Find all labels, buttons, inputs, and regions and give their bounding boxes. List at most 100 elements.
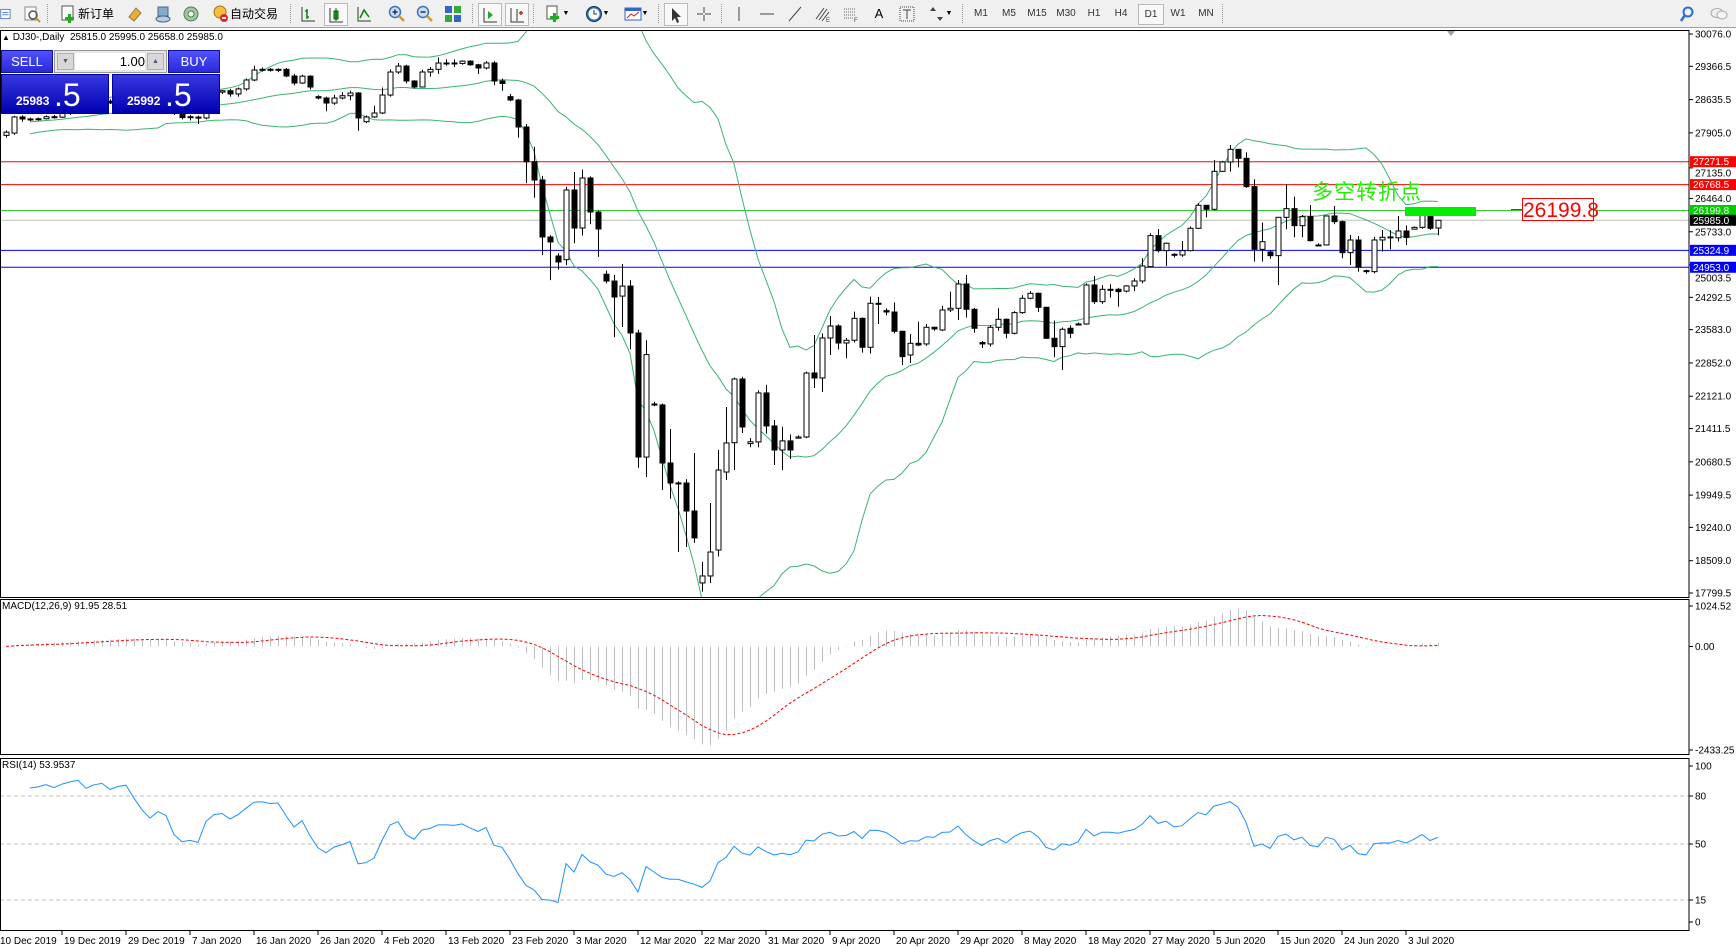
candle[interactable] [715,450,722,557]
candle[interactable] [619,263,626,327]
vertical-line-icon[interactable] [728,3,750,24]
timeframe-m5[interactable]: M5 [1002,8,1016,19]
candle[interactable] [35,117,42,121]
candle[interactable] [387,69,394,97]
candle[interactable] [467,60,474,66]
candle[interactable] [299,74,306,84]
sell-price-button[interactable]: 25983 .5 [1,74,109,114]
candle[interactable] [1339,220,1346,259]
candle[interactable] [1371,236,1378,274]
fibonacci-fan-icon[interactable]: F [840,3,862,24]
search-icon[interactable] [1676,3,1698,24]
candle[interactable] [1395,215,1402,242]
candle[interactable] [755,390,762,448]
sell-button[interactable]: SELL [1,50,53,73]
candle[interactable] [539,175,546,256]
candle[interactable] [1211,159,1218,211]
candle[interactable] [827,315,834,355]
candle[interactable] [531,146,538,198]
candle[interactable] [347,90,354,101]
candle[interactable] [395,62,402,74]
auto-scroll-icon[interactable] [478,3,502,26]
candle[interactable] [1203,204,1210,218]
candle[interactable] [891,302,898,334]
candle[interactable] [51,114,58,119]
candle[interactable] [691,452,698,543]
periods-dropdown[interactable]: ▼ [580,3,614,24]
candle[interactable] [987,325,994,347]
candle[interactable] [1323,215,1330,246]
candle[interactable] [627,280,634,350]
candle[interactable] [419,69,426,88]
buy-button[interactable]: BUY [168,50,220,73]
auto-trading-button[interactable]: 自动交易 [208,3,282,24]
candle[interactable] [11,115,18,135]
candle[interactable] [1091,275,1098,304]
templates-dropdown[interactable]: ▼ [619,3,653,24]
timeframe-d1[interactable]: D1 [1138,4,1164,25]
candle[interactable] [1083,283,1090,325]
line-chart-icon[interactable] [353,3,375,24]
candle[interactable] [643,340,650,478]
candle[interactable] [427,67,434,77]
candle[interactable] [803,371,810,439]
candle[interactable] [1099,285,1106,304]
candle[interactable] [251,65,258,82]
candle[interactable] [1067,325,1074,338]
candle[interactable] [1035,292,1042,313]
arrows-dropdown[interactable]: ▼ [924,3,956,24]
zoom-in-icon[interactable] [386,3,408,24]
indicators-dropdown[interactable]: ▼ [540,3,574,24]
candle[interactable] [1251,179,1258,262]
header-arrow-icon[interactable]: ▲ [2,33,10,42]
candle[interactable] [739,376,746,433]
lot-size-input[interactable]: 1.00 [75,53,145,70]
candle[interactable] [19,115,26,122]
lot-decrease-button[interactable]: ▼ [57,53,74,70]
cursor-icon[interactable] [664,3,688,26]
candle[interactable] [243,78,250,91]
candle[interactable] [1275,216,1282,285]
candle[interactable] [187,114,194,121]
candle[interactable] [899,330,906,365]
candle[interactable] [1283,183,1290,230]
candle[interactable] [1331,205,1338,225]
candle[interactable] [563,186,570,266]
timeframe-m1[interactable]: M1 [974,8,988,19]
crosshair-icon[interactable] [693,3,715,24]
bar-chart-icon[interactable] [297,3,319,24]
candle[interactable] [835,324,842,350]
candle[interactable] [611,274,618,338]
candle[interactable] [499,78,506,91]
candle[interactable] [963,274,970,318]
candle[interactable] [995,308,1002,331]
tile-windows-icon[interactable] [442,3,464,24]
candle[interactable] [371,105,378,119]
candle[interactable] [1235,148,1242,168]
pivot-price-label[interactable]: 26199.8 [1522,198,1599,222]
candle[interactable] [931,326,938,331]
candle[interactable] [291,73,298,86]
candle[interactable] [195,115,202,124]
candle[interactable] [523,123,530,184]
candle[interactable] [451,59,458,68]
market-watch-icon[interactable] [125,3,145,24]
candle[interactable] [923,323,930,346]
candle[interactable] [1123,285,1130,293]
candle[interactable] [1195,203,1202,229]
candle[interactable] [819,333,826,392]
candle[interactable] [843,337,850,359]
candle[interactable] [1059,327,1066,370]
label-icon[interactable] [896,3,918,24]
candle[interactable] [699,561,706,592]
candle[interactable] [483,61,490,70]
candle[interactable] [1363,269,1370,274]
new-order-button[interactable]: 新订单 [55,3,119,24]
candle[interactable] [1403,225,1410,245]
candle[interactable] [915,321,922,347]
candle[interactable] [43,115,50,120]
zoom-out-icon[interactable] [414,3,436,24]
candle[interactable] [267,67,274,72]
candle[interactable] [867,296,874,354]
